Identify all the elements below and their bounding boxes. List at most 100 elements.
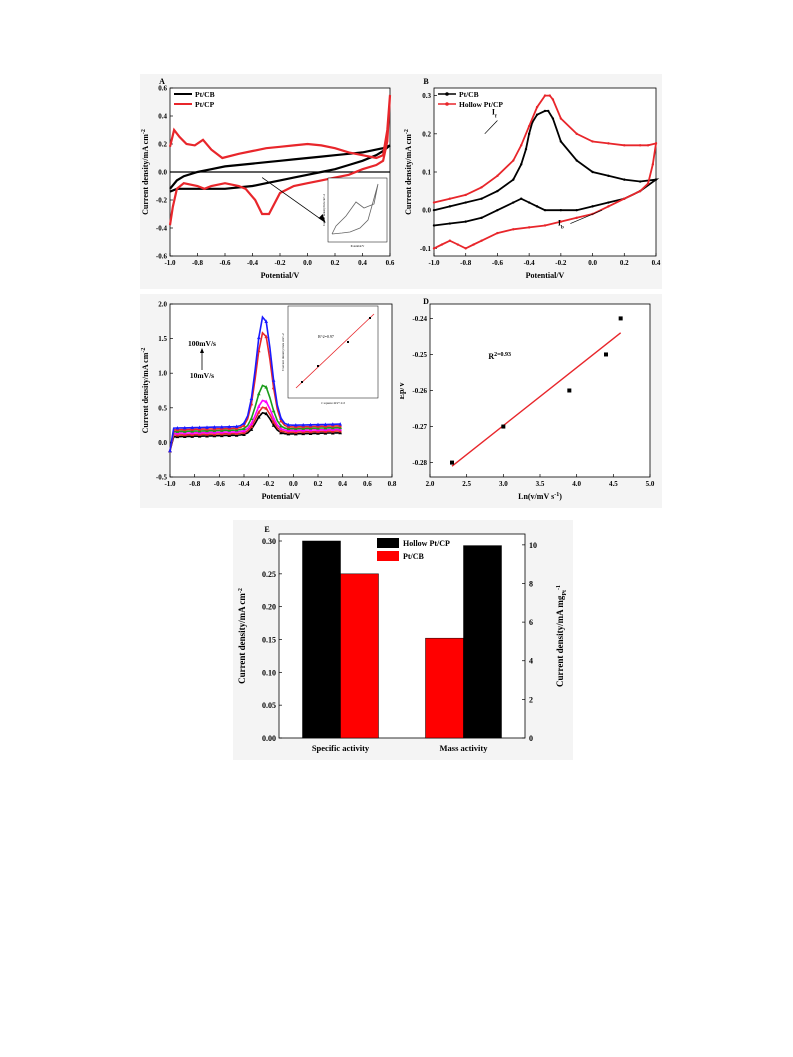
- inset-x-label: Potential/V: [351, 244, 365, 248]
- x-tick-label: 0.6: [363, 480, 372, 488]
- inset-point: [369, 317, 371, 319]
- series-point: [654, 178, 658, 181]
- y-tick-label: 0.5: [158, 404, 167, 412]
- y-tick-label: -0.25: [412, 351, 427, 359]
- scan-rate-marker: [264, 385, 268, 389]
- series-point: [646, 182, 650, 185]
- series-point: [535, 113, 539, 116]
- series-point: [559, 220, 563, 223]
- scan-rate-marker: [338, 422, 342, 426]
- inset-r2: R^2=0.97: [318, 334, 334, 339]
- r-squared-annotation: R2=0.93: [488, 352, 511, 361]
- x-tick-label: -0.4: [247, 259, 259, 267]
- series-point: [543, 109, 547, 113]
- scan-rate-marker: [271, 423, 276, 427]
- x-tick-label: -1.0: [428, 259, 440, 267]
- panel-label: E: [264, 525, 269, 534]
- scan-rate-marker: [308, 422, 313, 427]
- data-point: [567, 388, 572, 393]
- x-tick-label: 0.2: [620, 259, 629, 267]
- series-point: [646, 144, 650, 147]
- series-point: [432, 201, 436, 204]
- y-tick-label: -0.27: [412, 423, 427, 431]
- scan-rate-marker: [271, 378, 276, 382]
- x-tick-label: -0.2: [555, 259, 567, 267]
- bar: [463, 545, 502, 739]
- chart-panel-d: 2.0 2.5 3.0 3.5 4.0 4.5 5.0 -0.28 -0.27 -0.26 -0.2…: [400, 297, 655, 501]
- y-axis-label: Current density/mA cm-2: [141, 129, 150, 215]
- data-point: [604, 352, 608, 357]
- series-point: [546, 109, 550, 113]
- x-tick-label: -1.0: [164, 259, 176, 267]
- series-point: [623, 178, 626, 181]
- scan-rate-marker: [264, 406, 268, 410]
- scan-rate-marker: [331, 422, 335, 426]
- series-point: [496, 231, 499, 235]
- plot-frame: [433, 87, 657, 257]
- series-point: [480, 239, 483, 242]
- bar: [425, 637, 464, 739]
- y-axis-label: Current density/mA cm-2: [404, 129, 413, 215]
- scan-rate-marker: [197, 425, 202, 430]
- annotation-arrow: [570, 209, 603, 224]
- scan-rate-marker: [234, 428, 239, 432]
- series-point: [551, 117, 555, 120]
- scan-rate-marker: [242, 421, 246, 425]
- series-point: [448, 239, 452, 242]
- y-tick-label: 0.0: [422, 207, 431, 215]
- inset-point: [301, 381, 303, 383]
- y-tick-label: 1.0: [158, 370, 167, 378]
- series-point: [591, 170, 594, 174]
- y-tick-label: -0.24: [412, 315, 427, 323]
- series-point: [520, 197, 523, 200]
- series-point: [472, 243, 475, 246]
- series-point: [512, 228, 515, 231]
- series-point: [638, 180, 642, 183]
- legend-marker: [445, 102, 449, 106]
- scan-rate-curve: [169, 331, 341, 451]
- series-point: [496, 189, 499, 193]
- series-point: [591, 205, 594, 208]
- legend-label: Pt/CB: [403, 552, 425, 561]
- y-tick-label-left: 0.00: [262, 734, 276, 743]
- x-tick-label: 0.8: [388, 480, 397, 488]
- scan-rate-marker: [168, 448, 172, 453]
- series-point: [607, 174, 610, 178]
- series-point: [480, 197, 483, 200]
- series-point: [496, 174, 499, 178]
- legend-swatch: [377, 551, 399, 561]
- annotation-ib: Ib: [558, 218, 564, 230]
- y-tick-label: 0.3: [422, 92, 431, 100]
- series-point: [520, 144, 523, 147]
- y-axis-label-right: Current density/mA mgPt-1: [555, 585, 568, 687]
- panel-label: D: [423, 297, 429, 306]
- series-point: [456, 243, 459, 246]
- series-point: [464, 201, 467, 204]
- scan-rate-marker: [316, 422, 320, 427]
- series-point: [496, 208, 499, 212]
- scan-rate-marker: [264, 319, 268, 323]
- inset-arrowhead: [318, 214, 326, 223]
- scan-rate-marker: [279, 418, 283, 423]
- scan-rate-marker: [212, 425, 217, 429]
- x-tick-label: 5.0: [646, 480, 655, 488]
- x-tick-label: 4.0: [572, 480, 581, 488]
- scan-rate-marker: [257, 335, 261, 340]
- series-point: [520, 163, 523, 166]
- scan-rate-marker: [249, 416, 254, 421]
- chart-panel-e: 0.00 0.05 0.10 0.15 0.20 0.25 0.30 0 2 4 6 8 10 Speci…: [237, 525, 568, 753]
- x-tick-label: -0.8: [192, 259, 204, 267]
- series-point: [535, 105, 539, 109]
- y-tick-label-left: 0.10: [262, 668, 276, 677]
- x-tick-label: 4.5: [609, 480, 618, 488]
- scan-rate-marker: [220, 424, 224, 429]
- x-tick-label: 0.0: [588, 259, 597, 267]
- y-tick-label: -0.26: [412, 387, 427, 395]
- panel-label: A: [159, 77, 165, 86]
- x-tick-label: -0.6: [219, 259, 231, 267]
- x-tick-label: 2.5: [462, 480, 471, 488]
- scan-rate-marker: [279, 430, 283, 435]
- x-tick-label: 0.2: [314, 480, 323, 488]
- scan-rate-marker: [205, 425, 209, 429]
- y-axis-label: Ep/V: [400, 381, 406, 399]
